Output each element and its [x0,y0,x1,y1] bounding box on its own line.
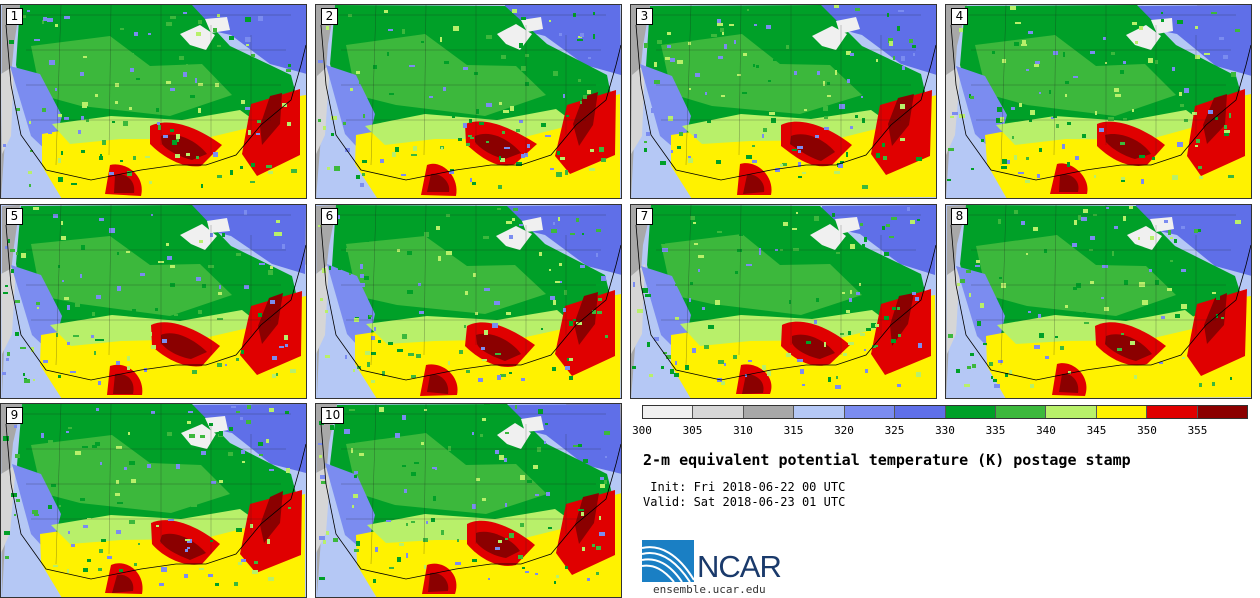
chart-title: 2-m equivalent potential temperature (K)… [643,451,1131,469]
stamp-label: 8 [951,208,968,225]
map-image [1,205,306,398]
stamp-panel[interactable]: 1 [0,4,307,199]
colorbar-swatch [995,406,1047,418]
stamp-label: 1 [6,8,23,25]
colorbar-tick-label: 320 [834,424,854,437]
init-time: Init: Fri 2018-06-22 00 UTC [643,480,846,494]
stamp-label: 9 [6,407,23,424]
stamp-label: 5 [6,208,23,225]
stamp-label: 7 [636,208,653,225]
valid-time: Valid: Sat 2018-06-23 01 UTC [643,495,846,509]
colorbar-swatch [945,406,996,418]
map-image [316,404,621,597]
colorbar [642,405,1248,419]
colorbar-swatch [1046,406,1097,418]
site-url: ensemble.ucar.edu [653,583,766,596]
colorbar-swatch [844,406,896,418]
colorbar-tick-label: 305 [682,424,703,437]
colorbar-tick-label: 340 [1036,424,1056,437]
stamp-label: 2 [321,8,338,25]
colorbar-swatch [895,406,946,418]
stamp-panel[interactable]: 2 [315,4,622,199]
map-image [631,5,936,198]
colorbar-tick-label: 315 [783,424,804,437]
map-image [946,205,1251,398]
colorbar-tick-label: 325 [884,424,905,437]
ncar-logo-icon [642,540,694,582]
map-image [1,5,306,198]
ncar-logo-text: NCAR [697,549,782,584]
map-image [631,205,936,398]
stamp-panel[interactable]: 10 [315,403,622,598]
colorbar-tick-label: 345 [1086,424,1107,437]
stamp-label: 4 [951,8,968,25]
colorbar-swatch [643,406,694,418]
stamp-panel[interactable]: 9 [0,403,307,598]
stamp-label: 3 [636,8,653,25]
colorbar-tick-label: 300 [632,424,652,437]
colorbar-swatch [743,406,795,418]
stamp-label: 10 [321,407,345,424]
stamp-panel[interactable]: 8 [945,204,1252,399]
map-image [946,5,1251,198]
colorbar-tick-label: 310 [733,424,753,437]
colorbar-swatch [794,406,845,418]
stamp-panel[interactable]: 5 [0,204,307,399]
colorbar-ticks: 300 305 310 315 320 325 330 335 340 345 350 355 [632,424,1248,438]
colorbar-tick-label: 330 [935,424,955,437]
colorbar-tick-label: 350 [1137,424,1157,437]
map-image [316,205,621,398]
map-image [1,404,306,597]
colorbar-tick-label: 335 [985,424,1006,437]
colorbar-tick-label: 355 [1187,424,1208,437]
stamp-label: 6 [321,208,338,225]
colorbar-swatch [1197,406,1248,418]
colorbar-swatch [693,406,744,418]
stamp-panel[interactable]: 4 [945,4,1252,199]
map-image [316,5,621,198]
stamp-panel[interactable]: 3 [630,4,937,199]
colorbar-swatch [1147,406,1198,418]
stamp-panel[interactable]: 7 [630,204,937,399]
stamp-panel[interactable]: 6 [315,204,622,399]
colorbar-swatch [1096,406,1148,418]
